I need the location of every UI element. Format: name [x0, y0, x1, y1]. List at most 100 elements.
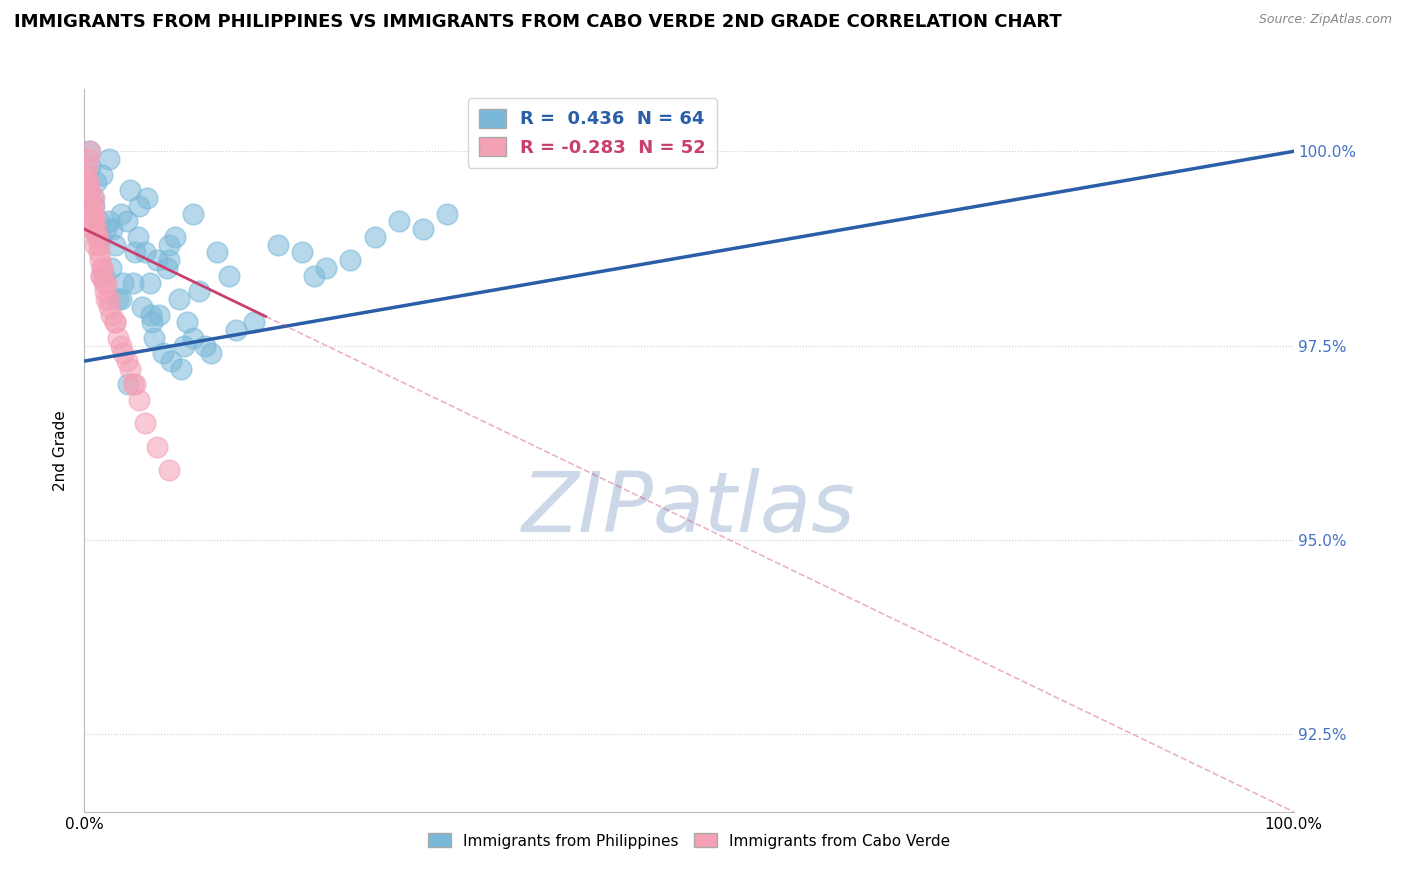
Point — [167, 292, 190, 306]
Point — [77, 183, 100, 197]
Point — [100, 260, 122, 275]
Y-axis label: 2nd Grade: 2nd Grade — [53, 410, 69, 491]
Point — [157, 253, 180, 268]
Point — [291, 245, 314, 260]
Point — [181, 206, 204, 220]
Point — [146, 440, 169, 454]
Point — [79, 145, 101, 159]
Point — [302, 268, 325, 283]
Point — [157, 237, 180, 252]
Point — [225, 323, 247, 337]
Text: Source: ZipAtlas.com: Source: ZipAtlas.com — [1258, 13, 1392, 27]
Point — [87, 237, 110, 252]
Point — [77, 191, 100, 205]
Point — [267, 237, 290, 252]
Point — [89, 253, 111, 268]
Point — [79, 214, 101, 228]
Point — [101, 222, 124, 236]
Point — [117, 377, 139, 392]
Point — [138, 277, 160, 291]
Point — [128, 392, 150, 407]
Point — [207, 245, 229, 260]
Point — [91, 260, 114, 275]
Point — [89, 229, 111, 244]
Point — [76, 176, 98, 190]
Point — [170, 362, 193, 376]
Point — [115, 354, 138, 368]
Point — [94, 292, 117, 306]
Point — [77, 152, 100, 166]
Point — [148, 308, 170, 322]
Point — [97, 300, 120, 314]
Point — [104, 237, 127, 252]
Point — [200, 346, 222, 360]
Point — [388, 214, 411, 228]
Point — [181, 331, 204, 345]
Point — [124, 245, 146, 260]
Point — [77, 191, 100, 205]
Point — [412, 222, 434, 236]
Point — [97, 214, 120, 228]
Point — [77, 183, 100, 197]
Point — [146, 253, 169, 268]
Point — [75, 176, 97, 190]
Point — [112, 346, 135, 360]
Point — [157, 463, 180, 477]
Point — [120, 362, 142, 376]
Point — [97, 292, 120, 306]
Point — [218, 268, 240, 283]
Point — [86, 222, 108, 236]
Point — [83, 206, 105, 220]
Point — [188, 284, 211, 298]
Legend: Immigrants from Philippines, Immigrants from Cabo Verde: Immigrants from Philippines, Immigrants … — [422, 828, 956, 855]
Point — [242, 315, 264, 329]
Point — [127, 229, 149, 244]
Point — [83, 191, 105, 205]
Point — [79, 160, 101, 174]
Point — [83, 199, 105, 213]
Point — [82, 222, 104, 236]
Point — [315, 260, 337, 275]
Point — [82, 191, 104, 205]
Point — [110, 206, 132, 220]
Point — [80, 222, 103, 236]
Point — [436, 206, 458, 220]
Point — [91, 168, 114, 182]
Point — [110, 338, 132, 352]
Point — [107, 292, 129, 306]
Point — [143, 331, 166, 345]
Point — [77, 183, 100, 197]
Point — [176, 315, 198, 329]
Point — [94, 284, 117, 298]
Point — [121, 377, 143, 392]
Point — [155, 260, 177, 275]
Point — [131, 300, 153, 314]
Point — [80, 206, 103, 220]
Point — [120, 183, 142, 197]
Point — [165, 229, 187, 244]
Point — [90, 268, 112, 283]
Point — [194, 338, 217, 352]
Point — [77, 176, 100, 190]
Point — [339, 253, 361, 268]
Point — [91, 260, 114, 275]
Point — [84, 237, 107, 252]
Point — [87, 214, 110, 228]
Point — [76, 160, 98, 174]
Text: IMMIGRANTS FROM PHILIPPINES VS IMMIGRANTS FROM CABO VERDE 2ND GRADE CORRELATION : IMMIGRANTS FROM PHILIPPINES VS IMMIGRANT… — [14, 13, 1062, 31]
Point — [152, 346, 174, 360]
Point — [79, 214, 101, 228]
Point — [104, 315, 127, 329]
Point — [107, 331, 129, 345]
Point — [86, 176, 108, 190]
Point — [115, 214, 138, 228]
Point — [80, 206, 103, 220]
Point — [124, 377, 146, 392]
Point — [134, 417, 156, 431]
Point — [112, 277, 135, 291]
Point — [90, 268, 112, 283]
Point — [75, 168, 97, 182]
Point — [134, 245, 156, 260]
Point — [128, 199, 150, 213]
Point — [121, 277, 143, 291]
